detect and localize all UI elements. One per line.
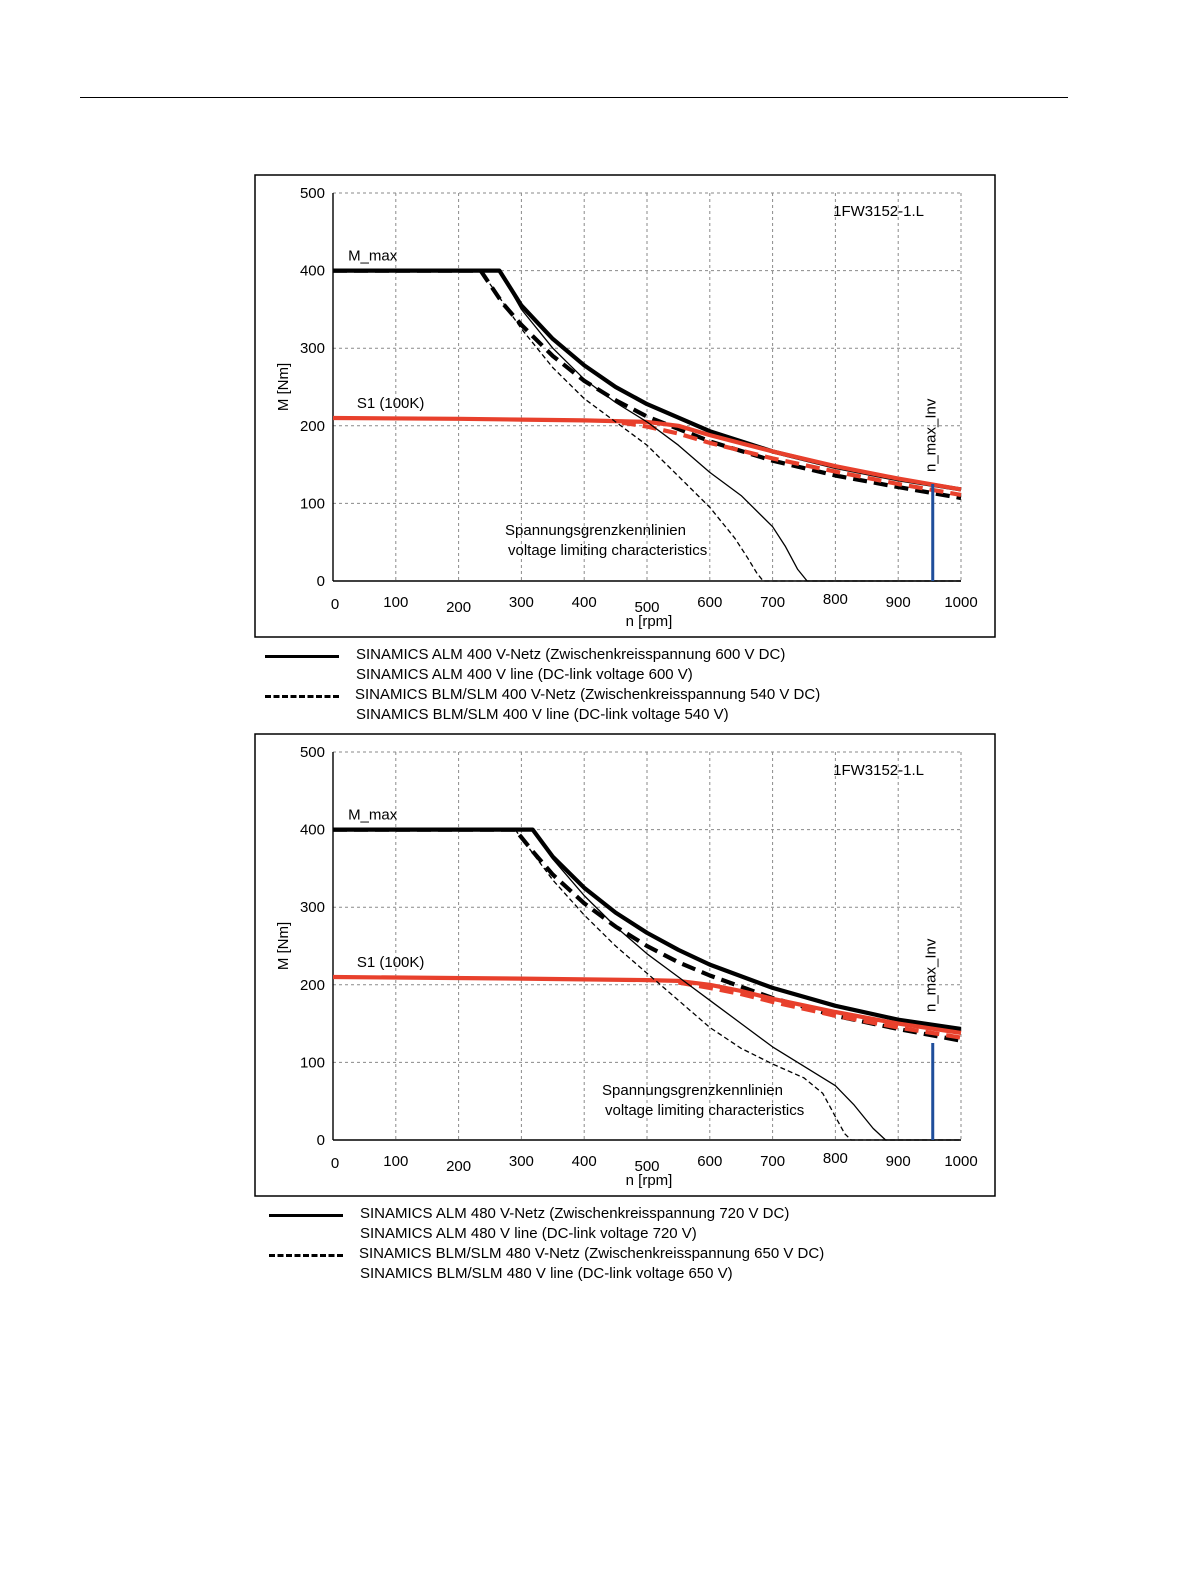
x-tick-label: 500 [634,599,659,616]
y-tick-label: 500 [300,185,325,202]
torque-speed-chart-400v: 0 100 200 300 400 500 600 700 800 900 1000 0 100 200 3… [254,174,996,638]
n-max-inv-label: n_max_Inv [923,398,940,472]
x-tick-label: 300 [509,594,534,611]
x-tick-label: 0 [331,596,339,613]
y-tick-label: 100 [300,495,325,512]
m-max-label: M_max [348,248,398,265]
y-tick-label: 200 [300,977,325,994]
y-tick-label: 0 [317,573,325,590]
series-line-black-dashed-thin [480,270,961,582]
voltage-limit-label-en: voltage limiting characteristics [605,1102,804,1119]
x-tick-label: 100 [383,1153,408,1170]
x-axis-label: n [rpm] [626,613,673,630]
legend-swatch-dashed [265,695,339,698]
x-tick-label: 500 [634,1158,659,1175]
legend-label: SINAMICS BLM/SLM 400 V line (DC-link vol… [356,706,729,723]
torque-speed-chart-480v: 0 100 200 300 400 500 600 700 800 900 1000 0 100 200 3… [254,733,996,1197]
legend-400v: SINAMICS ALM 400 V-Netz (Zwischenkreissp… [265,645,965,725]
y-tick-label: 0 [317,1132,325,1149]
legend-item-alm: SINAMICS ALM 400 V-Netz (Zwischenkreissp… [265,645,965,665]
voltage-limit-label-de: Spannungsgrenzkennlinien [602,1082,783,1099]
x-tick-label: 0 [331,1155,339,1172]
x-tick-label: 1000 [944,594,977,611]
model-label: 1FW3152-1.L [833,203,924,220]
legend-swatch-solid [265,655,339,658]
s1-label: S1 (100K) [357,395,425,412]
series-line-red-dashed-thick [678,980,962,1040]
x-tick-label: 700 [760,1153,785,1170]
x-tick-label: 400 [572,1153,597,1170]
y-tick-label: 200 [300,418,325,435]
x-tick-label: 800 [823,591,848,608]
series-line-red-solid-thick [332,974,962,1035]
y-tick-label: 400 [300,822,325,839]
series-line-black-solid-thin [498,270,961,582]
x-tick-label: 1000 [944,1153,977,1170]
legend-label: SINAMICS BLM/SLM 480 V line (DC-link vol… [360,1265,733,1282]
y-tick-label: 300 [300,340,325,357]
legend-item-alm: SINAMICS ALM 480 V-Netz (Zwischenkreissp… [269,1204,969,1224]
legend-label: SINAMICS BLM/SLM 400 V-Netz (Zwischenkre… [355,686,821,703]
s1-label: S1 (100K) [357,954,425,971]
x-tick-label: 600 [697,594,722,611]
legend-swatch-solid [269,1214,343,1217]
voltage-limit-label-en: voltage limiting characteristics [508,542,707,559]
series-line-black-dashed-thin [514,829,961,1141]
y-tick-label: 100 [300,1054,325,1071]
series-line-red-dashed-thick [621,420,962,497]
legend-item-blm-slm: SINAMICS BLM/SLM 400 V-Netz (Zwischenkre… [265,685,965,705]
legend-item-blm-slm: SINAMICS BLM/SLM 480 V-Netz (Zwischenkre… [269,1244,969,1264]
n-max-inv-label: n_max_Inv [923,938,940,1012]
model-label: 1FW3152-1.L [833,762,924,779]
x-tick-label: 600 [697,1153,722,1170]
legend-swatch-dashed [269,1254,343,1257]
x-axis-label: n [rpm] [626,1172,673,1189]
y-tick-label: 400 [300,263,325,280]
legend-label: SINAMICS ALM 480 V-Netz (Zwischenkreissp… [360,1205,790,1222]
legend-label: SINAMICS ALM 400 V-Netz (Zwischenkreissp… [356,646,786,663]
x-tick-label: 900 [886,1153,911,1170]
legend-label: SINAMICS ALM 400 V line (DC-link voltage… [356,666,693,683]
y-axis-label: M [Nm] [275,922,292,970]
legend-480v: SINAMICS ALM 480 V-Netz (Zwischenkreissp… [269,1204,969,1284]
legend-label: SINAMICS BLM/SLM 480 V-Netz (Zwischenkre… [359,1245,825,1262]
m-max-label: M_max [348,807,398,824]
x-tick-label: 400 [572,594,597,611]
voltage-limit-label-de: Spannungsgrenzkennlinien [505,522,686,539]
series-line-black-dashed-thick [333,268,962,501]
legend-label: SINAMICS ALM 480 V line (DC-link voltage… [360,1225,697,1242]
y-axis-label: M [Nm] [275,363,292,411]
x-tick-label: 200 [446,1158,471,1175]
x-tick-label: 900 [886,594,911,611]
series-line-red-solid-thick [332,415,962,492]
chart-frame [254,733,996,1197]
x-tick-label: 300 [509,1153,534,1170]
x-tick-label: 800 [823,1150,848,1167]
chart-frame [254,174,996,638]
y-tick-label: 300 [300,899,325,916]
x-tick-label: 100 [383,594,408,611]
y-tick-label: 500 [300,744,325,761]
x-tick-label: 700 [760,594,785,611]
series-line-black-dashed-thick [333,827,962,1043]
series-line-black-solid-thick [333,827,962,1032]
page-header-rule [80,97,1068,98]
x-tick-label: 200 [446,599,471,616]
series-line-black-solid-thin [532,829,961,1141]
